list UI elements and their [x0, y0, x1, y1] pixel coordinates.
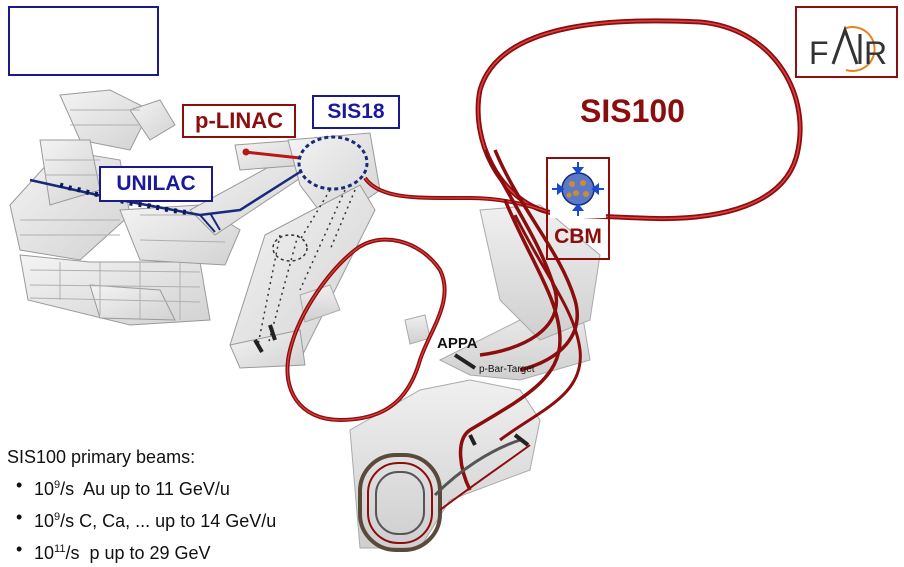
- beam-base: 10: [34, 511, 55, 531]
- plinac-beamline: [244, 150, 301, 160]
- beam-exponent: 9: [54, 511, 61, 523]
- plinac-source-icon: [242, 148, 250, 156]
- cbm-box: CBM: [546, 157, 610, 260]
- beams-list: SIS100 primary beams: 109/s Au up to 11 …: [7, 443, 276, 567]
- sis100-label: SIS100: [580, 93, 685, 129]
- sis18-ring: [297, 135, 369, 191]
- lower-rings: [358, 438, 531, 552]
- fair-logo-mark: F R: [809, 25, 887, 72]
- sis18-label: SIS18: [312, 95, 400, 129]
- fair-logo: [795, 6, 898, 78]
- beams-title: SIS100 primary beams:: [7, 447, 196, 467]
- target-stations: [253, 324, 530, 447]
- cr-loop-inner: [286, 239, 446, 421]
- storage-rings: [257, 189, 356, 346]
- beam-base: 10: [34, 543, 55, 563]
- cbm-label: CBM: [554, 225, 602, 248]
- pbar-target-label: p-Bar-Target: [479, 364, 535, 375]
- sis100-ring-inner: [477, 20, 801, 220]
- beam-exponent: 11: [54, 543, 66, 555]
- beam-text: /s Au up to 11 GeV/u: [60, 479, 230, 499]
- gsi-logo: [8, 6, 159, 76]
- svg-text:R: R: [864, 35, 887, 71]
- unilac-label: UNILAC: [99, 166, 213, 202]
- beam-item: 109/s Au up to 11 GeV/u: [16, 471, 276, 503]
- beam-text: /s C, Ca, ... up to 14 GeV/u: [60, 511, 277, 531]
- svg-text:F: F: [809, 35, 829, 71]
- transfer-lines: [363, 149, 582, 491]
- appa-label: APPA: [437, 335, 478, 352]
- beam-base: 10: [34, 479, 55, 499]
- cbm-detector-icon: [550, 160, 606, 218]
- beam-text: /s p up to 29 GeV: [65, 543, 211, 563]
- beam-item: 1011/s p up to 29 GeV: [16, 535, 276, 567]
- beam-item: 109/s C, Ca, ... up to 14 GeV/u: [16, 503, 277, 535]
- beam-exponent: 9: [54, 479, 61, 491]
- plinac-label: p-LINAC: [182, 104, 296, 138]
